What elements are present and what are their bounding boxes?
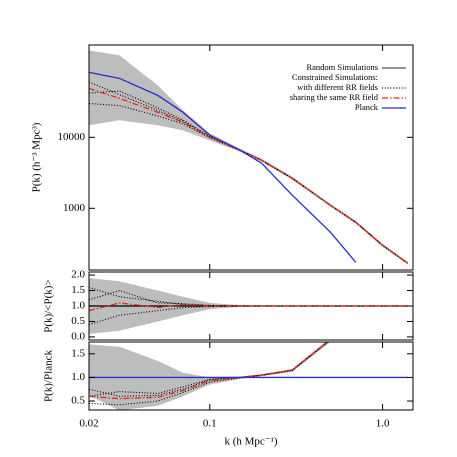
y-tick-label: 0.0	[71, 330, 85, 342]
x-tick-label: 1.0	[376, 418, 390, 430]
y-axis-label: P(k)/Planck	[43, 350, 55, 402]
plot-area	[89, 342, 408, 410]
series-line	[89, 302, 408, 312]
x-axis-label: k (h Mpc⁻¹)	[224, 436, 277, 448]
y-tick-label: 0.5	[71, 395, 85, 407]
y-tick-label: 1000	[63, 202, 86, 214]
panel-frame	[88, 341, 414, 411]
y-tick-label: 2.0	[71, 269, 85, 281]
legend-heading: Constrained Simulations:	[292, 72, 378, 82]
y-tick-label: 1.0	[71, 371, 85, 383]
band	[89, 50, 408, 265]
y-tick-label: 10000	[58, 131, 86, 143]
y-tick-label: 1.5	[71, 284, 85, 296]
x-tick-label: 0.02	[79, 418, 98, 430]
series-line	[89, 71, 357, 263]
series-line	[89, 81, 409, 264]
legend-label: Planck	[355, 102, 379, 112]
y-tick-label: 0.5	[71, 315, 85, 327]
plot-area	[89, 278, 408, 334]
series-line	[89, 87, 409, 264]
y-axis-label: P(k) (h⁻³ Mpc³)	[31, 122, 43, 192]
plot-area	[89, 50, 409, 265]
series-line	[89, 102, 409, 264]
y-axis-label: P(k)/<P(k)>	[43, 279, 55, 332]
y-tick-label: 1.5	[71, 347, 85, 359]
series-line	[89, 342, 329, 400]
legend-label: sharing the same RR field	[290, 92, 379, 102]
band	[89, 342, 331, 410]
legend-label: with different RR fields	[297, 82, 378, 92]
y-tick-label: 1.0	[71, 300, 85, 312]
legend-label: Random Simulations	[306, 62, 378, 72]
x-tick-label: 0.1	[203, 418, 217, 430]
panel-frame	[88, 44, 414, 271]
